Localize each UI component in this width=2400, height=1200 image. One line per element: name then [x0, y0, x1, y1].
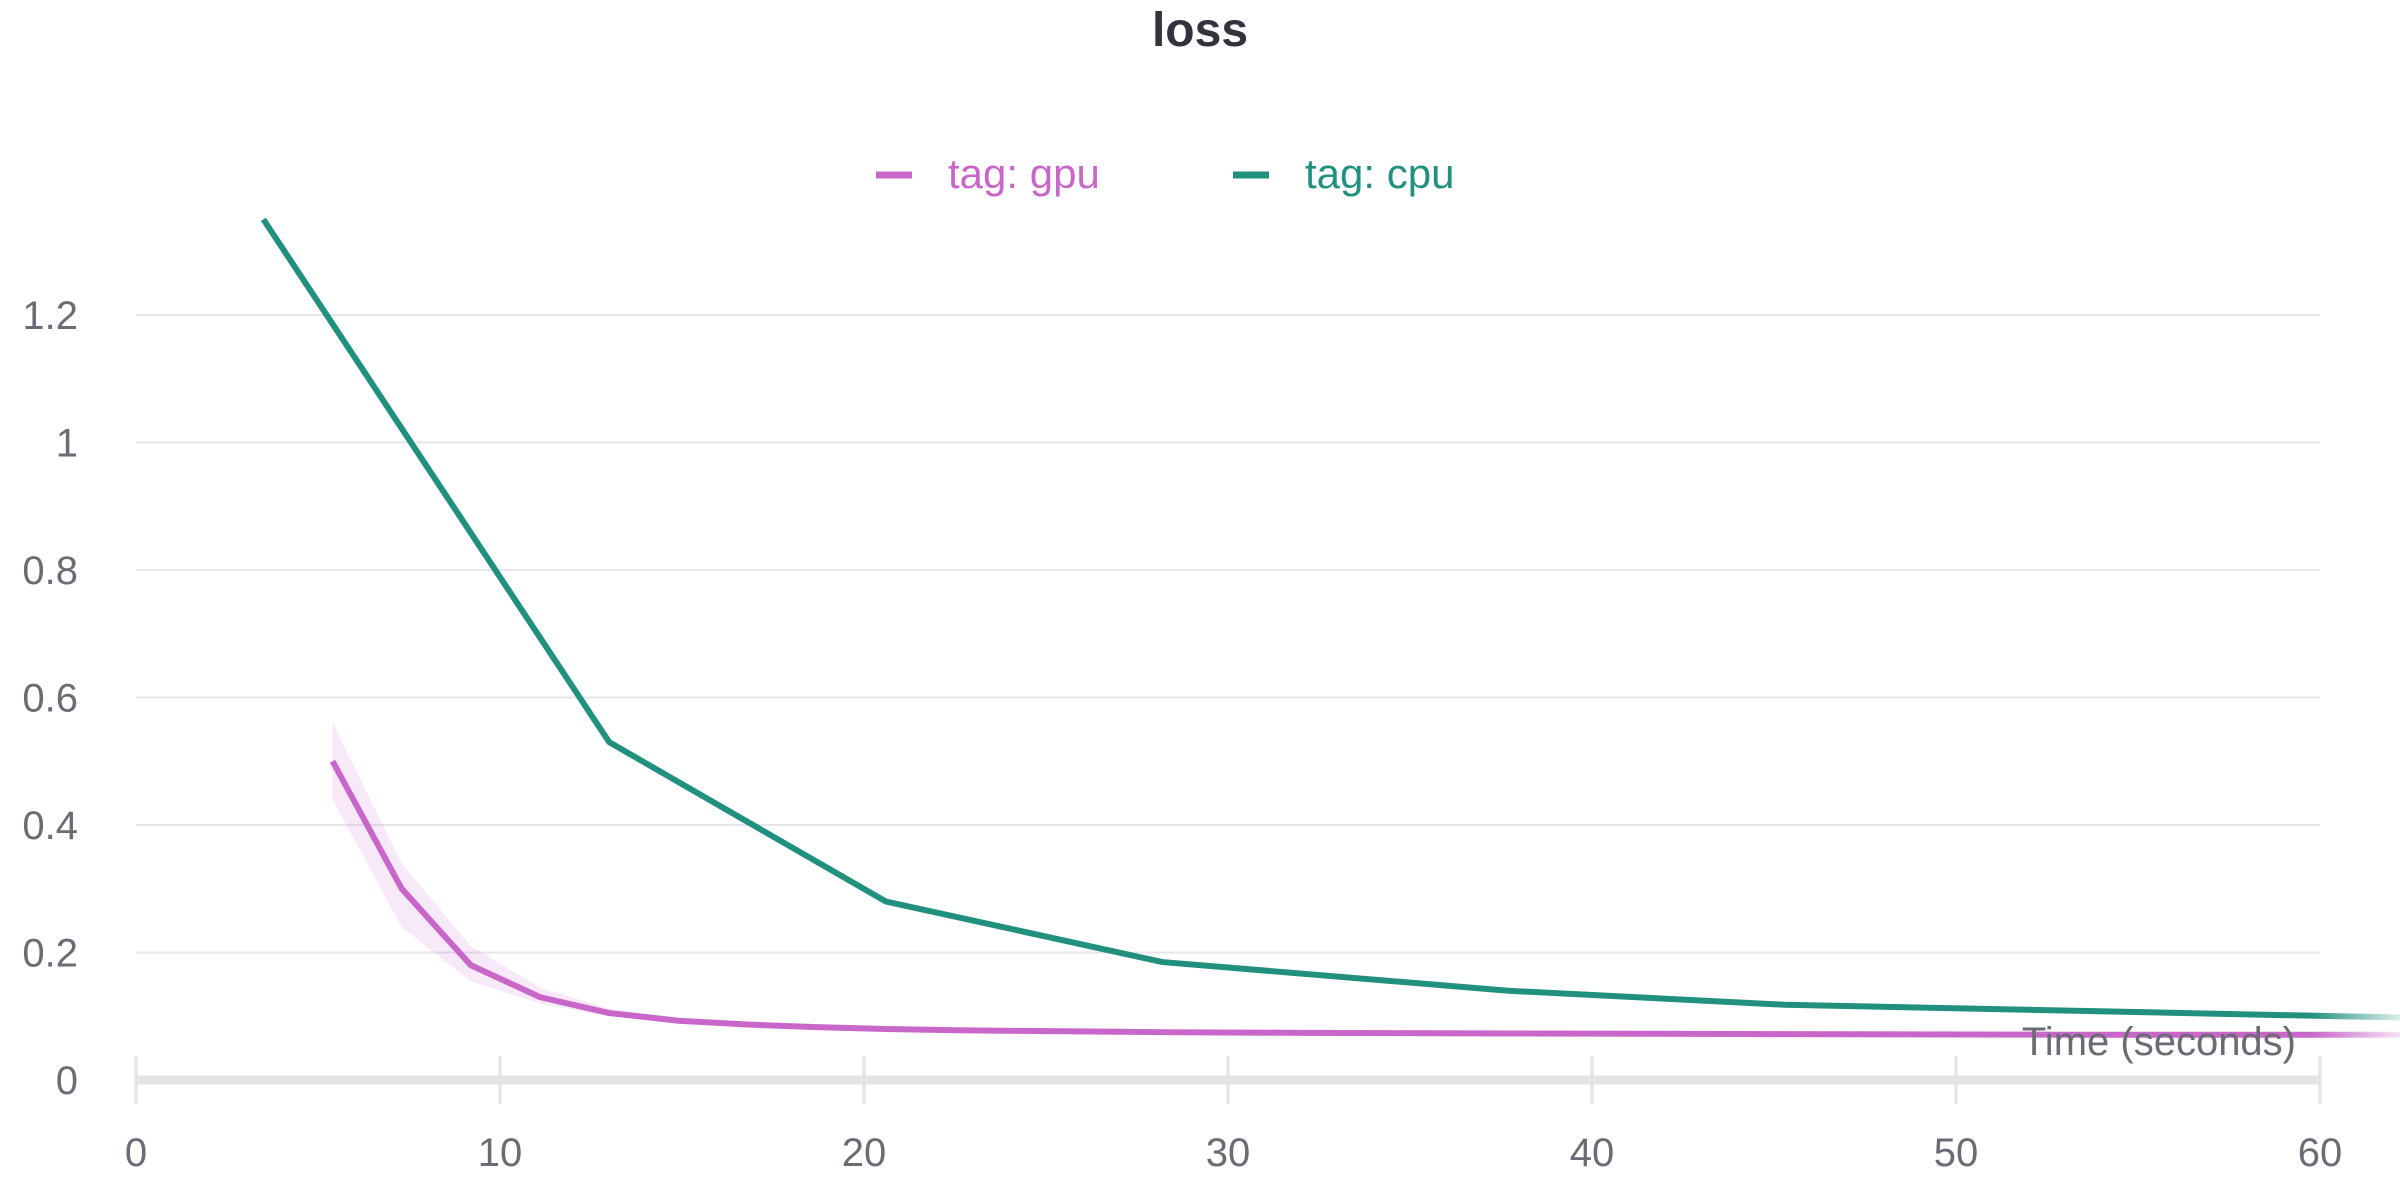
y-tick-label: 0.2	[22, 932, 78, 976]
series-line-gpu[interactable]	[329, 759, 2400, 1038]
y-tick-label: 0	[56, 1059, 78, 1103]
legend: tag: gpu tag: cpu	[876, 150, 1454, 197]
x-tick-label: 50	[1934, 1131, 1979, 1175]
series-line-cpu[interactable]	[260, 217, 2400, 1021]
x-axis-title: Time (seconds)	[2022, 1020, 2296, 1064]
y-axis-tick-labels: 0 0.2 0.4 0.6 0.8 1 1.2	[22, 294, 78, 1103]
x-axis: 0 10 20 30 40 50 60	[125, 1056, 2342, 1175]
x-tick-label: 20	[842, 1131, 887, 1175]
x-tick-label: 40	[1570, 1131, 1615, 1175]
x-tick-label: 30	[1206, 1131, 1251, 1175]
y-tick-label: 0.4	[22, 804, 78, 848]
legend-item-cpu[interactable]: tag: cpu	[1233, 150, 1454, 197]
x-tick-label: 10	[478, 1131, 523, 1175]
x-tick-label: 60	[2298, 1131, 2343, 1175]
y-tick-label: 0.6	[22, 677, 78, 721]
y-tick-label: 1	[56, 422, 78, 466]
plot-area	[260, 217, 2400, 1038]
y-tick-label: 0.8	[22, 549, 78, 593]
legend-label-cpu: tag: cpu	[1305, 150, 1454, 197]
series-band-gpu	[332, 723, 2400, 1036]
y-tick-label: 1.2	[22, 294, 78, 338]
legend-label-gpu: tag: gpu	[948, 150, 1100, 197]
legend-item-gpu[interactable]: tag: gpu	[876, 150, 1100, 197]
gridlines	[136, 314, 2320, 954]
x-tick-label: 0	[125, 1131, 147, 1175]
chart-title: loss	[1152, 4, 1248, 57]
